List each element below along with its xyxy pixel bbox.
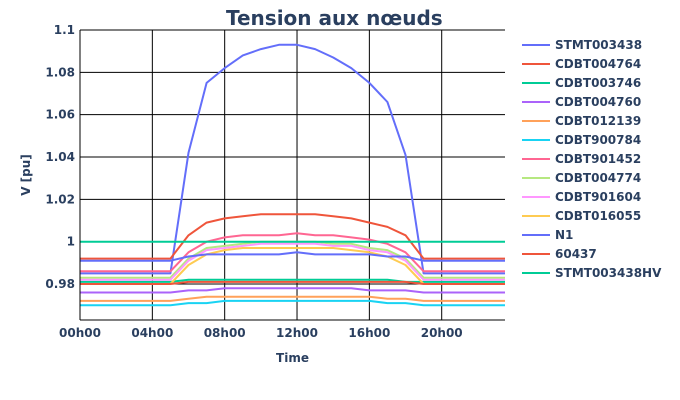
series-line [80, 280, 505, 285]
series-line [80, 299, 505, 307]
series-line [80, 43, 505, 275]
legend-item[interactable]: CDBT901604 [522, 190, 641, 204]
legend-item[interactable]: CDBT004760 [522, 95, 641, 109]
legend-label: 60437 [555, 247, 597, 261]
y-tick-label: 1.08 [45, 65, 75, 79]
series-line [80, 242, 505, 281]
chart-title: Tension aux nœuds [226, 6, 443, 30]
legend-item[interactable]: CDBT003746 [522, 76, 641, 90]
series-line [80, 287, 505, 294]
legend[interactable]: STMT003438 CDBT004764 CDBT003746 CDBT004760… [522, 38, 662, 280]
series-line [80, 213, 505, 260]
legend-item[interactable]: CDBT016055 [522, 209, 641, 223]
y-tick-label: 1.1 [54, 23, 75, 37]
x-tick-label: 04h00 [131, 326, 173, 340]
legend-label: CDBT003746 [555, 76, 641, 90]
legend-label: CDBT004774 [555, 171, 641, 185]
y-axis-title: V [pu] [19, 154, 33, 196]
legend-item[interactable]: CDBT012139 [522, 114, 641, 128]
legend-item[interactable]: CDBT004774 [522, 171, 641, 185]
y-tick-label: 1.02 [45, 192, 75, 206]
legend-label: CDBT004760 [555, 95, 641, 109]
y-tick-label: 0.98 [45, 277, 75, 291]
series-line [80, 251, 505, 262]
axes: 00h00 04h00 08h00 12h00 16h00 20h00 0.98 1 1.02 1… [19, 23, 505, 365]
legend-label: CDBT004764 [555, 57, 641, 71]
legend-item[interactable]: CDBT901452 [522, 152, 641, 166]
y-tick-label: 1.04 [45, 150, 75, 164]
legend-label: CDBT901604 [555, 190, 641, 204]
legend-label: CDBT012139 [555, 114, 641, 128]
grid-lines [80, 29, 505, 320]
legend-item[interactable]: N1 [522, 228, 573, 242]
legend-label: CDBT901452 [555, 152, 641, 166]
legend-label: STMT003438 [555, 38, 642, 52]
legend-item[interactable]: STMT003438HV [522, 266, 662, 280]
legend-item[interactable]: STMT003438 [522, 38, 642, 52]
legend-item[interactable]: CDBT900784 [522, 133, 641, 147]
x-tick-label: 08h00 [204, 326, 246, 340]
series-line [80, 295, 505, 302]
series-line [80, 278, 505, 283]
legend-label: N1 [555, 228, 573, 242]
x-axis-title: Time [276, 351, 309, 365]
y-tick-label: 1.06 [45, 108, 75, 122]
x-tick-label: 12h00 [276, 326, 318, 340]
series-line [80, 232, 505, 273]
legend-label: CDBT016055 [555, 209, 641, 223]
series-lines [80, 43, 505, 307]
y-tick-label: 1 [67, 235, 75, 249]
x-tick-label: 16h00 [348, 326, 390, 340]
legend-label: STMT003438HV [555, 266, 662, 280]
x-tick-label: 00h00 [59, 326, 101, 340]
legend-label: CDBT900784 [555, 133, 641, 147]
x-tick-label: 20h00 [421, 326, 463, 340]
legend-item[interactable]: 60437 [522, 247, 597, 261]
legend-item[interactable]: CDBT004764 [522, 57, 641, 71]
